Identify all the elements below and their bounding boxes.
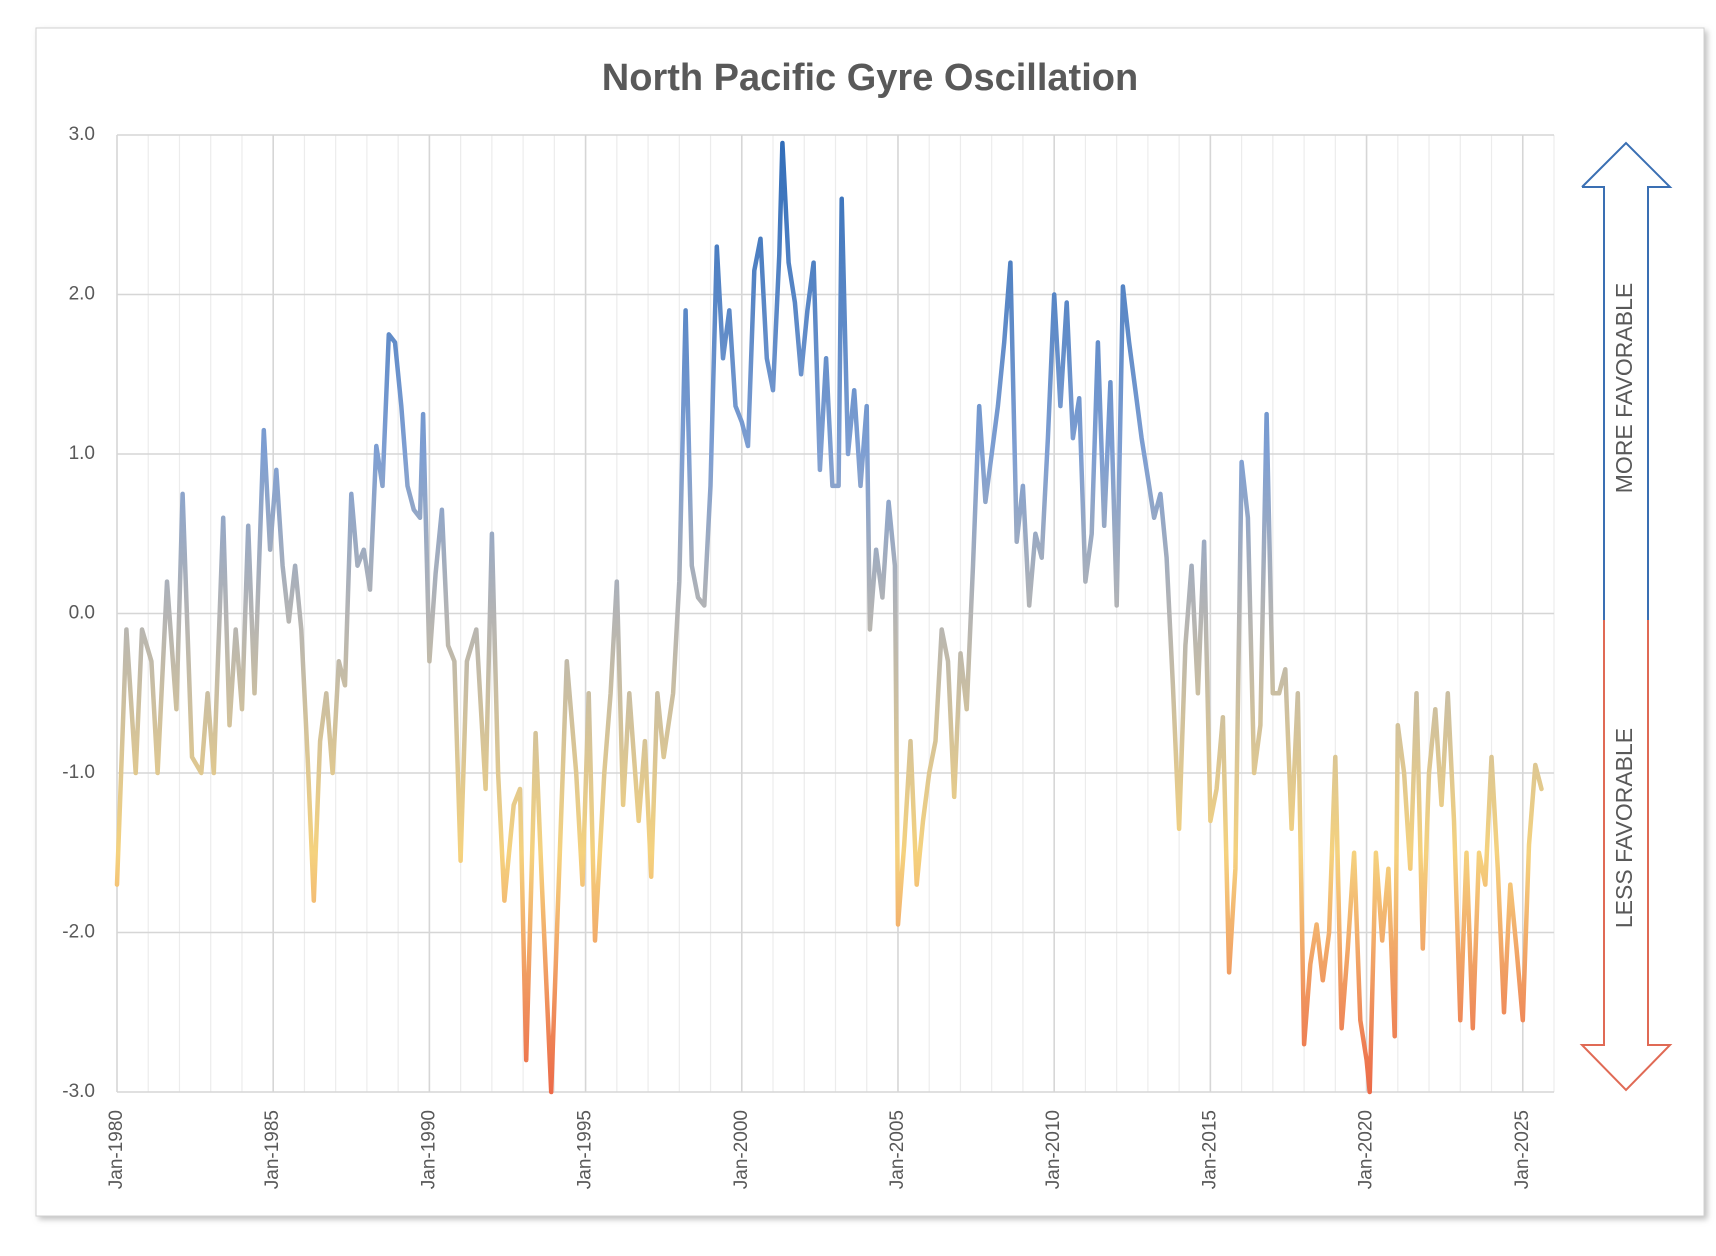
marks bbox=[114, 140, 1544, 1095]
annotation: LESS FAVORABLE bbox=[1611, 728, 1637, 928]
x-tick-label: Jan-2010 bbox=[1043, 1110, 1064, 1189]
x-tick-label: Jan-1995 bbox=[575, 1110, 596, 1189]
x-tick-label: Jan-2015 bbox=[1199, 1110, 1220, 1189]
up-arrow bbox=[1582, 186, 1605, 620]
y-tick-label: 2.0 bbox=[69, 284, 95, 305]
data-line bbox=[114, 140, 1544, 1095]
x-tick-label: Jan-2025 bbox=[1512, 1110, 1533, 1189]
x-tick-label: Jan-2020 bbox=[1356, 1110, 1377, 1189]
x-tick-label: Jan-1990 bbox=[418, 1110, 439, 1189]
x-tick-label: Jan-1980 bbox=[106, 1110, 127, 1189]
y-tick-label: 0.0 bbox=[69, 603, 95, 624]
chart-title: North Pacific Gyre Oscillation bbox=[602, 57, 1138, 99]
y-tick-label: 1.0 bbox=[69, 443, 95, 464]
annotation: MORE FAVORABLE bbox=[1611, 283, 1637, 493]
y-tick-label: 3.0 bbox=[69, 124, 95, 145]
y-tick-label: -1.0 bbox=[62, 762, 95, 783]
up-arrow bbox=[1581, 141, 1673, 620]
down-arrow bbox=[1579, 620, 1673, 1092]
x-tick-label: Jan-2000 bbox=[731, 1110, 752, 1189]
y-tick-label: -2.0 bbox=[62, 922, 95, 943]
x-tick-label: Jan-1985 bbox=[262, 1110, 283, 1189]
y-tick-label: -3.0 bbox=[62, 1081, 95, 1102]
x-tick-label: Jan-2005 bbox=[887, 1110, 908, 1189]
